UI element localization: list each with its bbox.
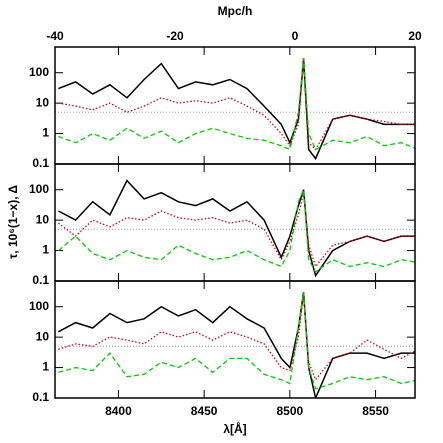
top-tick-label: -40 bbox=[46, 29, 64, 43]
panel-frame bbox=[54, 163, 416, 282]
y-tick-label: 1 bbox=[42, 360, 49, 374]
top-axis-label: Mpc/h bbox=[218, 4, 253, 18]
series-line bbox=[58, 58, 415, 161]
x-tick-label: 8500 bbox=[277, 404, 304, 418]
top-tick-label: 20 bbox=[408, 29, 422, 43]
series-line bbox=[58, 60, 415, 151]
x-tick-label: 8550 bbox=[362, 404, 389, 418]
series-line bbox=[58, 58, 415, 151]
x-tick-label: 8400 bbox=[105, 404, 132, 418]
x-tick-label: 8450 bbox=[191, 404, 218, 418]
y-tick-label: 0.1 bbox=[32, 390, 49, 404]
panel-frame bbox=[54, 280, 416, 399]
series-line bbox=[58, 294, 415, 381]
series-line bbox=[58, 179, 415, 278]
y-axis-label: τ, 10⁶(1−x), Δ bbox=[6, 185, 20, 259]
y-tick-label: 1 bbox=[42, 243, 49, 257]
series-line bbox=[58, 292, 415, 390]
y-tick-label: 100 bbox=[29, 182, 49, 196]
y-tick-label: 1 bbox=[42, 126, 49, 140]
y-tick-label: 0.1 bbox=[32, 273, 49, 287]
y-tick-label: 10 bbox=[36, 212, 50, 226]
y-tick-label: 10 bbox=[36, 95, 50, 109]
y-tick-label: 10 bbox=[36, 329, 50, 343]
top-tick-label: -20 bbox=[166, 29, 184, 43]
panel-frame bbox=[54, 46, 416, 165]
x-axis-label: λ[Å] bbox=[223, 421, 246, 436]
y-tick-label: 100 bbox=[29, 65, 49, 79]
top-tick-label: 0 bbox=[292, 29, 299, 43]
series-line bbox=[58, 292, 415, 398]
y-tick-label: 100 bbox=[29, 299, 49, 313]
series-line bbox=[57, 189, 415, 273]
y-tick-label: 0.1 bbox=[32, 156, 49, 170]
